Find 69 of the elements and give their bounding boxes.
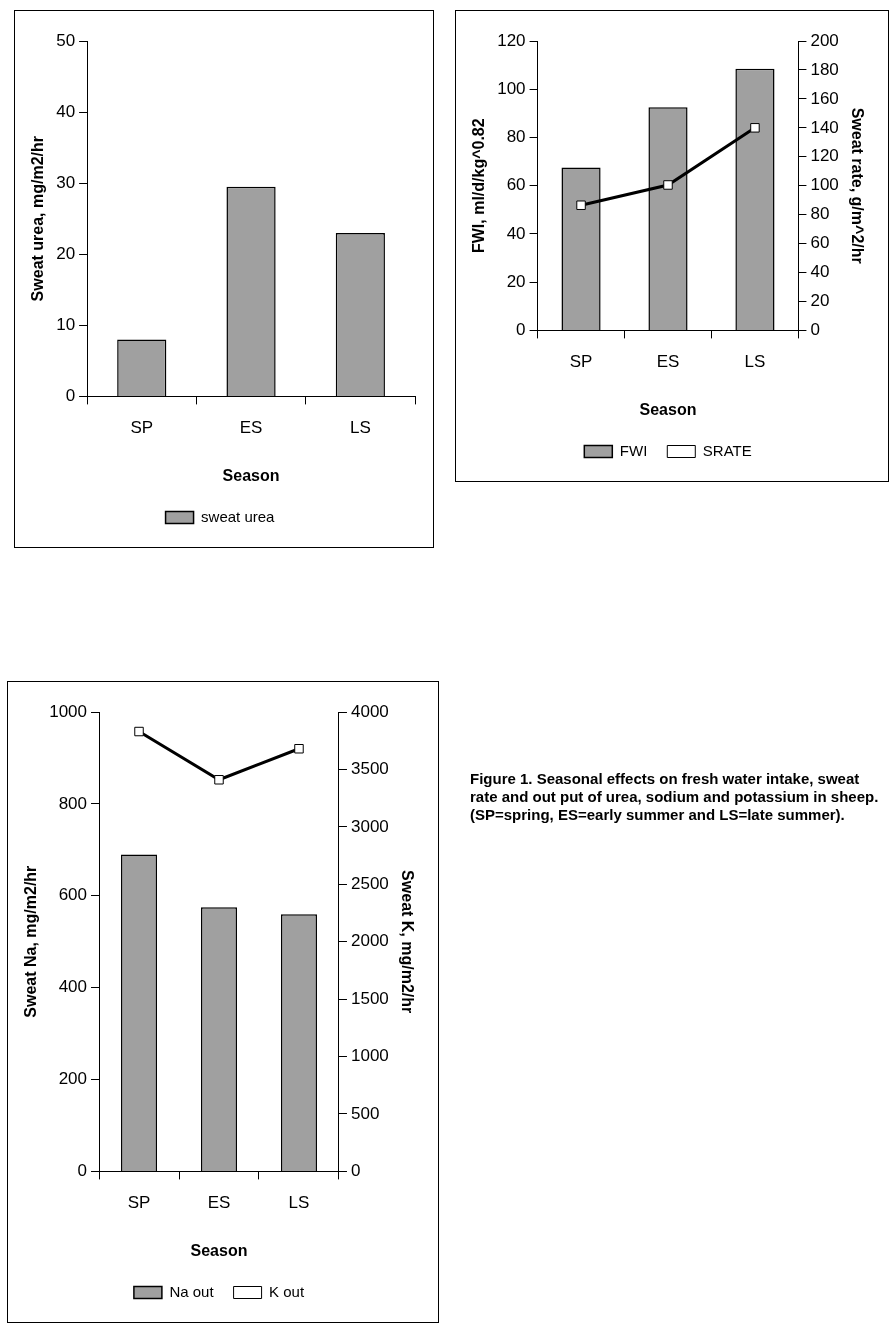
y-axis-title: Sweat urea, mg/m2/hr — [29, 136, 47, 302]
y2-axis-title: Sweat K, mg/m2/hr — [398, 870, 416, 1014]
y2-tick-label: 3000 — [350, 816, 389, 836]
y2-tick-label: 100 — [810, 175, 839, 195]
legend-label: K out — [269, 1282, 305, 1300]
y-tick-label: 30 — [56, 172, 76, 192]
y2-tick-label: 0 — [810, 320, 820, 340]
x-axis-title: Season — [190, 1241, 248, 1259]
x-tick-label: SP — [569, 352, 593, 372]
point — [134, 726, 144, 737]
point — [750, 123, 760, 133]
y2-tick-label: 1000 — [350, 1046, 389, 1066]
y2-axis-title: Sweat rate, g/m^2/hr — [848, 107, 866, 264]
x-axis-title: Season — [639, 400, 697, 418]
y-tick-label: 10 — [56, 315, 76, 335]
y2-tick-label: 500 — [350, 1103, 380, 1123]
y-tick-label: 60 — [506, 175, 526, 195]
y2-tick-label: 2000 — [350, 931, 389, 951]
y-tick-label: 800 — [58, 793, 88, 813]
y-tick-label: 0 — [65, 386, 76, 406]
y2-tick-label: 80 — [810, 204, 830, 224]
y-tick-label: 120 — [497, 30, 526, 50]
y-axis-title: FWI, ml/d/kg^0.82 — [470, 118, 488, 254]
x-tick-label: ES — [656, 352, 680, 372]
point — [663, 180, 673, 190]
x-tick-label: ES — [239, 418, 263, 438]
y-axis-title: Sweat Na, mg/m2/hr — [22, 865, 40, 1018]
y2-tick-label: 140 — [810, 117, 839, 137]
y2-tick-label: 1500 — [350, 988, 389, 1008]
point — [214, 775, 224, 785]
y2-tick-label: 200 — [810, 30, 839, 50]
y-tick-label: 0 — [516, 320, 526, 340]
y2-tick-label: 60 — [810, 233, 830, 253]
legend-label: Na out — [169, 1282, 215, 1300]
x-tick-label: ES — [207, 1193, 231, 1213]
y-tick-label: 80 — [506, 127, 526, 147]
y-tick-label: 1000 — [49, 701, 88, 721]
y-tick-label: 40 — [506, 223, 526, 243]
x-tick-label: LS — [288, 1193, 310, 1213]
y-tick-label: 40 — [56, 101, 76, 121]
y-tick-label: 0 — [77, 1161, 88, 1181]
point — [576, 200, 586, 210]
y-tick-label: 200 — [58, 1069, 88, 1089]
y-tick-label: 20 — [506, 271, 526, 291]
y-tick-label: 600 — [58, 885, 88, 905]
x-axis-title: Season — [222, 466, 280, 484]
y2-tick-label: 120 — [810, 146, 839, 166]
x-tick-label: LS — [349, 418, 371, 438]
text: (SP=spring, ES=early summer and LS=late summer). — [470, 806, 846, 824]
legend-label: FWI — [619, 441, 648, 459]
y2-tick-label: 160 — [810, 88, 839, 108]
y2-tick-label: 2500 — [350, 873, 389, 893]
point — [294, 744, 304, 754]
legend-label: sweat urea — [201, 507, 276, 525]
y2-tick-label: 40 — [810, 262, 830, 282]
y-tick-label: 100 — [497, 78, 526, 98]
x-tick-label: SP — [127, 1193, 151, 1213]
y2-tick-label: 3500 — [350, 759, 389, 779]
y2-tick-label: 4000 — [350, 701, 389, 721]
y-tick-label: 400 — [58, 977, 88, 997]
y2-tick-label: 180 — [810, 59, 839, 79]
y-tick-label: 20 — [56, 243, 76, 263]
y-tick-label: 50 — [56, 30, 76, 50]
x-tick-label: SP — [130, 418, 154, 438]
legend-label: SRATE — [702, 441, 752, 459]
y2-tick-label: 0 — [350, 1161, 361, 1181]
y2-tick-label: 20 — [810, 291, 830, 311]
text: Figure 1. Seasonal effects on fresh water intake, sweat rate and out put of urea, sodium and potassium in sheep. — [470, 770, 880, 806]
x-tick-label: LS — [744, 352, 766, 372]
